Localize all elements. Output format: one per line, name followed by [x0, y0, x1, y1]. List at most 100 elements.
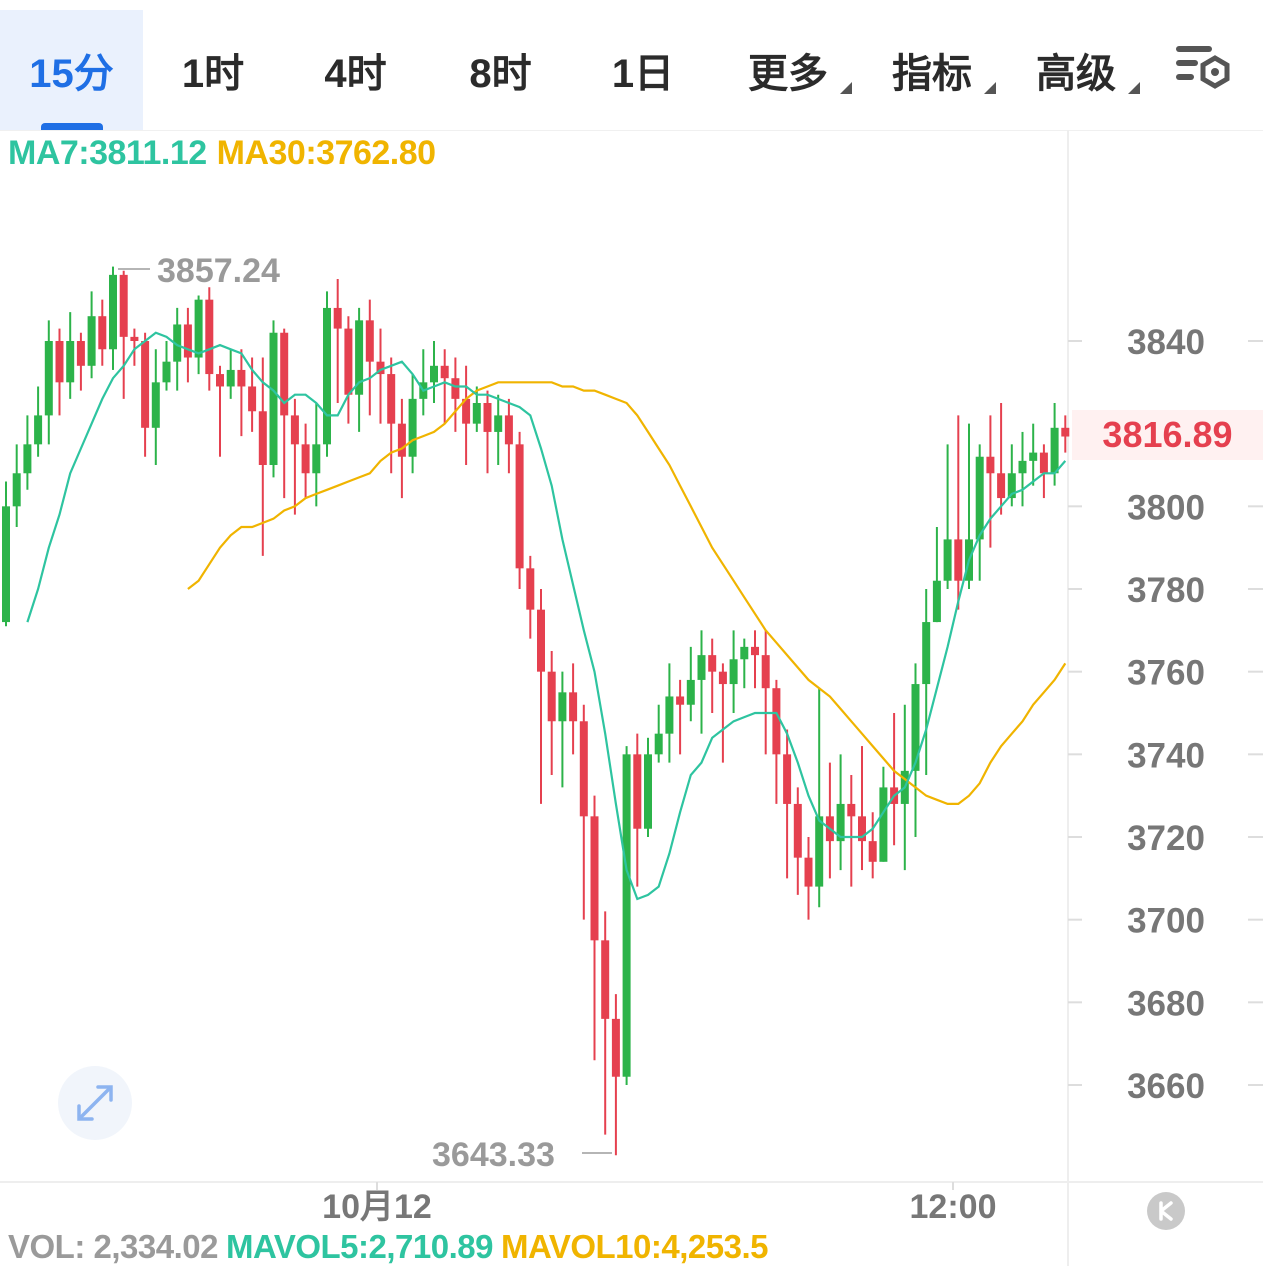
candle-body [654, 733, 663, 755]
candle-body [87, 316, 96, 366]
tab-1d-label: 1日 [611, 52, 675, 96]
candle-body [109, 274, 117, 350]
candle-body [504, 415, 513, 445]
candle-body [462, 398, 471, 424]
candle-body [686, 679, 695, 705]
candle-body [162, 361, 171, 383]
tab-more[interactable]: 更多 [718, 10, 858, 130]
candle-body [1007, 473, 1016, 499]
ma30-line [187, 381, 1067, 805]
candle-body [258, 411, 267, 465]
brand-logo-button[interactable] [1147, 1192, 1185, 1230]
candle-body [280, 332, 289, 416]
candle-body [526, 568, 535, 610]
ma7-line [26, 331, 1067, 901]
candle-body [986, 456, 995, 474]
candle-body [761, 655, 770, 689]
mavol5-legend: MAVOL5:2,710.89 [225, 1228, 494, 1265]
candle-body [804, 857, 813, 887]
x-axis: 10月12 12:00 [322, 1182, 996, 1226]
candle-body [847, 803, 856, 817]
volume-legend: VOL: 2,334.02 MAVOL5:2,710.89 MAVOL10:4,25… [8, 1228, 768, 1266]
candle-body [55, 341, 64, 383]
candle-body [237, 369, 246, 387]
mavol10-legend: MAVOL10:4,253.5 [500, 1228, 769, 1265]
candle-body [558, 692, 567, 722]
tab-indicators[interactable]: 指标 [862, 10, 1002, 130]
candle-body [783, 754, 792, 804]
candle-body [601, 940, 610, 1019]
active-tab-indicator [40, 123, 103, 130]
candle-body [975, 456, 984, 540]
candle-body [66, 341, 75, 383]
candle-body [151, 382, 160, 428]
candle-body [772, 688, 781, 755]
y-axis-label: 3680 [1127, 984, 1205, 1023]
low-price-label: 3643.33 [432, 1136, 555, 1174]
candle-body [932, 580, 941, 623]
candle-body [793, 803, 802, 858]
tab-advanced[interactable]: 高级 [1006, 10, 1146, 130]
candle-body [119, 274, 128, 337]
tab-8h-label: 8时 [469, 52, 532, 96]
tab-15min[interactable]: 15分 [0, 10, 143, 130]
candle-body [12, 473, 21, 507]
candle-body [1050, 427, 1059, 474]
tab-1h[interactable]: 1时 [143, 10, 283, 130]
dropdown-caret-icon [984, 82, 996, 94]
candle-body [515, 444, 524, 569]
candle-body [451, 378, 460, 399]
candle-body [440, 365, 449, 379]
tab-8h[interactable]: 8时 [428, 10, 573, 130]
candle-body [644, 754, 652, 829]
candle-body [290, 415, 299, 445]
candle-body [954, 539, 963, 581]
candle-body [611, 1018, 620, 1077]
candle-body [579, 721, 588, 817]
volume-value: VOL: 2,334.02 [8, 1228, 218, 1265]
chart-settings-button[interactable] [1170, 40, 1236, 100]
expand-chart-button[interactable] [58, 1066, 132, 1140]
candle-body [387, 374, 396, 424]
tab-4h[interactable]: 4时 [283, 10, 428, 130]
brand-logo-icon [1159, 1201, 1173, 1221]
candle-body [216, 374, 224, 387]
candle-body [430, 365, 438, 383]
candle-body [547, 671, 556, 722]
candle-body [943, 539, 952, 581]
ma7-legend: MA7:3811.12 [8, 134, 207, 172]
dropdown-caret-icon [840, 82, 852, 94]
y-axis-label: 3840 [1127, 323, 1205, 362]
candle-body [472, 403, 481, 424]
candle-body [312, 444, 321, 474]
ma-legend: MA7:3811.12 MA30:3762.80 [8, 134, 436, 173]
candle-body [879, 787, 888, 862]
candle-body [569, 692, 578, 722]
candle-body [365, 320, 374, 362]
candle-body [205, 299, 214, 375]
candle-body [408, 398, 417, 457]
candle-body [141, 341, 150, 428]
tab-4h-label: 4时 [324, 52, 387, 96]
candle-body [76, 341, 85, 366]
candle-body [23, 444, 32, 474]
candle-body [344, 328, 353, 395]
tab-indicators-label: 指标 [892, 52, 972, 96]
candle-body [911, 684, 920, 771]
tab-1d[interactable]: 1日 [573, 10, 713, 130]
tab-more-label: 更多 [748, 52, 828, 96]
y-axis-label: 3720 [1127, 819, 1205, 858]
candle-body [697, 655, 706, 680]
tab-1h-label: 1时 [181, 52, 245, 96]
candle-body [740, 646, 749, 660]
candle-body [633, 754, 642, 829]
candle-body [301, 444, 310, 474]
candle-body [44, 341, 53, 416]
candle-body [718, 671, 727, 685]
candle-body [997, 473, 1006, 499]
candle-body [1018, 460, 1027, 474]
candle-body [537, 609, 545, 672]
candle-body [1029, 452, 1038, 461]
candle-body [922, 622, 931, 685]
